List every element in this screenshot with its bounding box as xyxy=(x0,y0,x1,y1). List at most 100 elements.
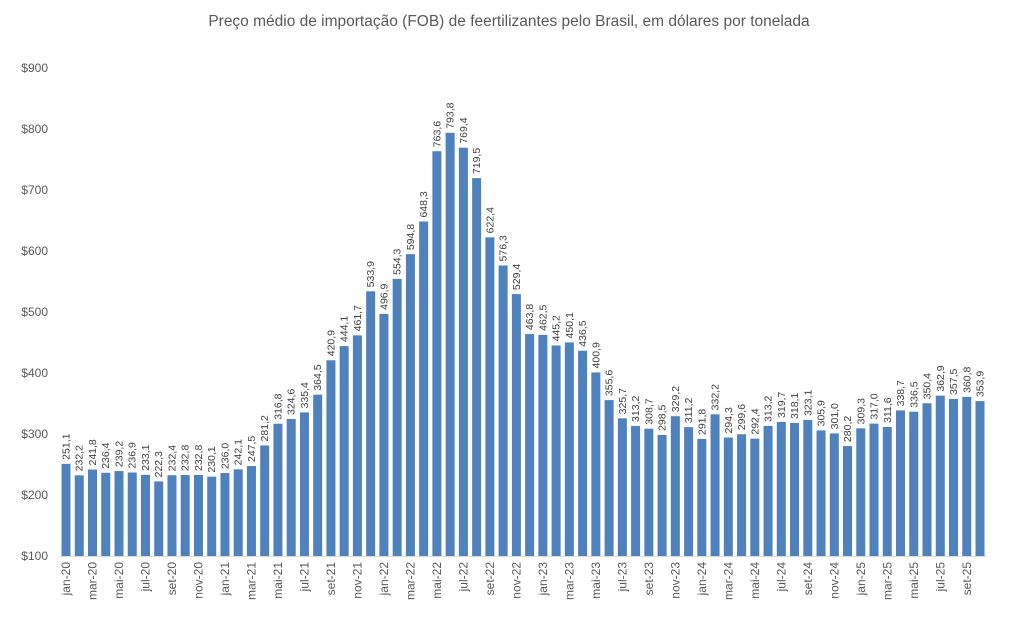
bar-mai-23 xyxy=(591,372,601,556)
x-tick-label: jul-21 xyxy=(297,562,311,593)
data-label: 242,1 xyxy=(233,439,245,465)
y-tick-label: $700 xyxy=(21,183,48,197)
bar-mai-20 xyxy=(114,471,124,556)
x-tick-label: set-21 xyxy=(324,562,338,596)
data-label: 236,4 xyxy=(100,442,112,468)
bar-ago-21 xyxy=(313,394,323,556)
x-tick-label: nov-24 xyxy=(827,562,841,599)
bar-dez-23 xyxy=(684,427,694,556)
x-tick-label: jul-25 xyxy=(933,562,947,593)
chart-title: Preço médio de importação (FOB) de feert… xyxy=(208,13,810,30)
x-tick-label: jan-25 xyxy=(854,562,868,597)
x-tick-label: mai-25 xyxy=(907,562,921,599)
data-label: 298,5 xyxy=(657,404,669,430)
data-label: 232,8 xyxy=(180,445,192,471)
bar-jun-22 xyxy=(445,132,455,557)
bar-set-25 xyxy=(962,396,972,556)
data-label: 529,4 xyxy=(511,264,523,290)
x-tick-label: mar-20 xyxy=(85,562,99,600)
x-tick-label: jan-24 xyxy=(695,562,709,597)
data-label: 763,6 xyxy=(431,121,443,147)
bar-abr-24 xyxy=(737,434,747,556)
x-tick-label: mar-25 xyxy=(880,562,894,600)
x-tick-label: mai-20 xyxy=(112,562,126,599)
data-labels: 251,1 232,2 241,8 236,4 239,2 236,9 233,1 222,3… xyxy=(61,102,987,477)
x-tick-label: jan-20 xyxy=(59,562,73,597)
y-tick-label: $900 xyxy=(21,61,48,75)
bar-jan-24 xyxy=(697,439,707,556)
data-label: 294,3 xyxy=(723,407,735,433)
y-tick-label: $300 xyxy=(21,427,48,441)
y-tick-label: $400 xyxy=(21,366,48,380)
bar-ago-23 xyxy=(631,425,641,556)
data-label: 311,6 xyxy=(882,397,894,423)
bar-nov-24 xyxy=(829,433,839,556)
data-label: 317,0 xyxy=(869,393,881,419)
data-label: 247,5 xyxy=(246,436,258,462)
data-label: 329,2 xyxy=(670,386,682,412)
data-label: 338,7 xyxy=(895,380,907,406)
data-label: 420,9 xyxy=(325,330,337,356)
data-label: 311,2 xyxy=(683,398,695,424)
bar-out-22 xyxy=(498,265,508,556)
x-tick-label: nov-21 xyxy=(350,562,364,599)
bar-jan-23 xyxy=(538,334,548,556)
data-label: 323,1 xyxy=(802,389,814,415)
bar-set-21 xyxy=(326,360,336,556)
data-label: 319,7 xyxy=(776,392,788,418)
bar-mar-24 xyxy=(723,437,733,556)
bar-fev-24 xyxy=(710,414,720,556)
x-tick-label: nov-22 xyxy=(509,562,523,599)
bar-set-22 xyxy=(485,237,495,556)
x-tick-label: nov-23 xyxy=(668,562,682,599)
bar-set-24 xyxy=(803,419,813,556)
bar-jul-21 xyxy=(299,412,309,556)
data-label: 445,2 xyxy=(551,315,563,341)
bar-jun-24 xyxy=(763,425,773,556)
bar-abr-22 xyxy=(419,221,429,557)
data-label: 299,6 xyxy=(736,404,748,430)
x-tick-label: nov-20 xyxy=(191,562,205,599)
bar-dez-24 xyxy=(843,446,853,556)
bar-jul-25 xyxy=(935,395,945,556)
bar-nov-21 xyxy=(352,335,362,556)
data-label: 350,4 xyxy=(922,373,934,399)
data-label: 318,1 xyxy=(789,393,801,419)
data-label: 355,6 xyxy=(604,370,616,396)
bar-mar-22 xyxy=(405,254,415,556)
bar-fev-21 xyxy=(233,469,243,556)
data-label: 769,4 xyxy=(458,117,470,143)
data-label: 357,5 xyxy=(948,368,960,394)
bars xyxy=(61,132,985,557)
data-label: 239,2 xyxy=(113,441,125,467)
bar-jan-22 xyxy=(379,313,389,556)
data-label: 301,0 xyxy=(829,403,841,429)
x-tick-label: mai-21 xyxy=(271,562,285,599)
data-label: 230,1 xyxy=(206,446,218,472)
x-tick-label: jul-22 xyxy=(456,562,470,593)
data-label: 622,4 xyxy=(484,207,496,233)
data-label: 332,2 xyxy=(710,384,722,410)
bar-mar-23 xyxy=(564,342,574,556)
bar-fev-25 xyxy=(869,423,879,556)
bar-jan-25 xyxy=(856,428,866,556)
bar-mar-20 xyxy=(87,469,97,556)
x-tick-label: set-25 xyxy=(960,562,974,596)
x-tick-label: jul-23 xyxy=(615,562,629,593)
data-label: 554,3 xyxy=(392,248,404,274)
data-label: 462,5 xyxy=(537,304,549,330)
bar-mar-25 xyxy=(882,426,892,556)
bar-dez-21 xyxy=(366,291,376,556)
bar-out-25 xyxy=(975,401,985,556)
data-label: 324,6 xyxy=(286,389,298,415)
data-label: 232,4 xyxy=(166,445,178,471)
data-label: 232,2 xyxy=(74,445,86,471)
bar-jun-21 xyxy=(286,418,296,556)
bar-mai-21 xyxy=(273,423,283,556)
x-tick-label: mar-23 xyxy=(562,562,576,600)
bar-ago-25 xyxy=(949,398,959,556)
bar-abr-23 xyxy=(578,350,588,556)
x-axis: jan-20 mar-20 mai-20 jul-20 set-20 nov-20 jan-… xyxy=(59,556,987,600)
bar-mai-22 xyxy=(432,151,442,557)
